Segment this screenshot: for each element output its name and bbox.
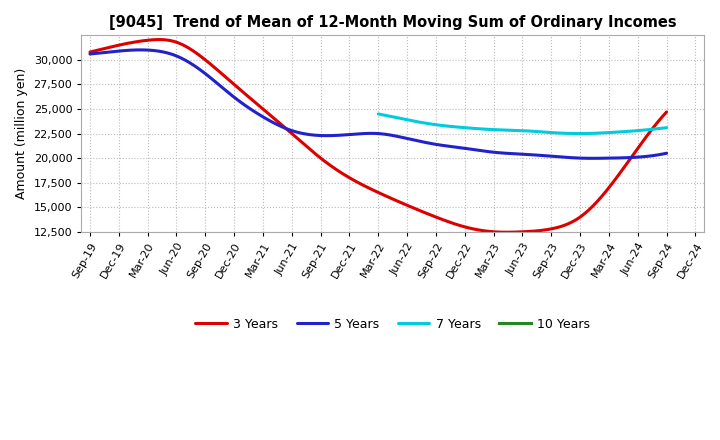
3 Years <box>584 208 593 213</box>
Line: 5 Years: 5 Years <box>90 50 667 158</box>
Title: [9045]  Trend of Mean of 12-Month Moving Sum of Ordinary Incomes: [9045] Trend of Mean of 12-Month Moving … <box>109 15 677 30</box>
7 Years <box>662 125 671 130</box>
Line: 3 Years: 3 Years <box>90 40 667 232</box>
7 Years <box>541 129 550 135</box>
3 Years <box>121 41 130 46</box>
3 Years <box>421 210 430 216</box>
3 Years <box>502 230 510 235</box>
7 Years <box>549 130 557 136</box>
3 Years <box>454 222 462 227</box>
7 Years <box>575 131 584 136</box>
5 Years <box>662 150 671 156</box>
3 Years <box>155 37 163 42</box>
5 Years <box>523 152 532 157</box>
Y-axis label: Amount (million yen): Amount (million yen) <box>15 68 28 199</box>
5 Years <box>454 145 462 150</box>
5 Years <box>421 140 430 145</box>
7 Years <box>558 131 567 136</box>
3 Years <box>662 109 671 114</box>
Line: 7 Years: 7 Years <box>378 114 667 134</box>
7 Years <box>392 115 400 120</box>
5 Years <box>121 48 130 53</box>
7 Years <box>593 131 602 136</box>
3 Years <box>524 229 533 234</box>
3 Years <box>436 216 445 222</box>
5 Years <box>588 156 597 161</box>
5 Years <box>136 47 145 52</box>
7 Years <box>374 111 382 117</box>
5 Years <box>583 156 592 161</box>
7 Years <box>623 129 631 134</box>
5 Years <box>436 143 445 148</box>
5 Years <box>86 51 94 57</box>
3 Years <box>86 49 94 55</box>
Legend: 3 Years, 5 Years, 7 Years, 10 Years: 3 Years, 5 Years, 7 Years, 10 Years <box>191 313 595 336</box>
